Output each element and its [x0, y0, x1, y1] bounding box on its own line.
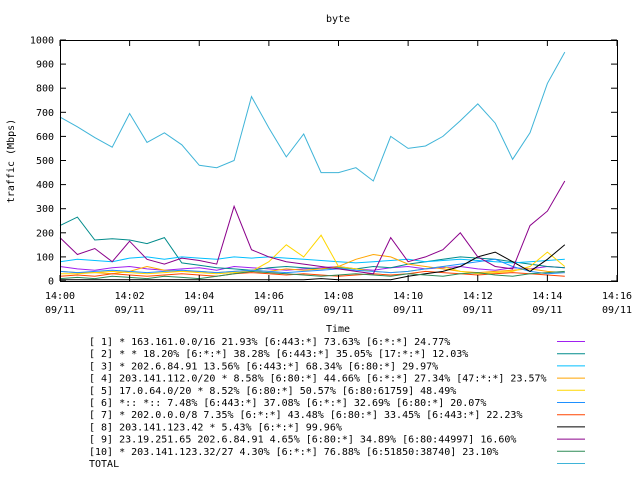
x-tick-label-time: 14:10	[393, 291, 423, 302]
legend-label: [ 2] * * 18.20% [6:*:*] 38.28% [6:443:*]…	[89, 349, 468, 360]
x-tick-label-time: 14:14	[532, 291, 562, 302]
legend-label: TOTAL	[89, 459, 119, 470]
series-line	[59, 51, 566, 182]
x-tick-label-time: 14:04	[184, 291, 214, 302]
legend-label: [ 8] 203.141.123.42 * 5.43% [6:*:*] 99.9…	[89, 422, 342, 433]
y-tick-label: 700	[36, 108, 54, 119]
y-tick-label: 900	[36, 60, 54, 71]
y-axis-label: traffic (Mbps)	[6, 119, 17, 203]
y-tick-label: 1000	[30, 36, 54, 47]
x-tick-label-time: 14:12	[463, 291, 493, 302]
chart-title: byte	[326, 14, 350, 25]
series-line	[59, 270, 565, 277]
x-axis-label: Time	[326, 324, 350, 335]
y-tick-label: 500	[36, 156, 54, 167]
y-tick-label: 0	[48, 277, 54, 288]
y-tick-label: 300	[36, 204, 54, 215]
x-tick-label-date: 09/11	[532, 305, 562, 316]
x-tick-label-time: 14:06	[254, 291, 284, 302]
series-line	[59, 270, 565, 280]
series-line	[59, 258, 565, 275]
x-tick-label-date: 09/11	[184, 305, 214, 316]
legend-label: [ 1] * 163.161.0.0/16 21.93% [6:443:*] 7…	[89, 337, 450, 348]
x-tick-label-date: 09/11	[45, 305, 75, 316]
series-line	[59, 180, 566, 275]
plot-frame	[60, 40, 618, 282]
x-tick-label-date: 09/11	[463, 305, 493, 316]
y-tick-label: 200	[36, 228, 54, 239]
x-tick-label-time: 14:16	[602, 291, 632, 302]
x-tick-label-time: 14:08	[323, 291, 353, 302]
x-tick-label-time: 14:02	[115, 291, 145, 302]
legend: [ 1] * 163.161.0.0/16 21.93% [6:443:*] 7…	[89, 337, 585, 470]
legend-label: [ 5] 17.0.64.0/20 * 8.52% [6:80:*] 50.57…	[89, 386, 456, 397]
legend-label: [ 4] 203.141.112.0/20 * 8.58% [6:80:*] 4…	[89, 374, 547, 385]
x-axis-ticks: 14:00 09/11 14:02 09/11 14:04 09/11 14:06 09/11…	[45, 40, 632, 316]
x-tick-label-date: 09/11	[602, 305, 632, 316]
y-axis-ticks: 0 100 200 300 400 500 600 700 800 900 1000	[30, 36, 617, 288]
x-tick-label-date: 09/11	[254, 305, 284, 316]
x-tick-label-date: 09/11	[323, 305, 353, 316]
legend-label: [ 7] * 202.0.0.0/8 7.35% [6:*:*] 43.48% …	[89, 410, 522, 421]
x-tick-label-time: 14:00	[45, 291, 75, 302]
series-line	[59, 216, 565, 271]
y-tick-label: 600	[36, 132, 54, 143]
series-line	[59, 253, 565, 275]
legend-label: [10] * 203.141.123.32/27 4.30% [6:*:*] 7…	[89, 447, 498, 458]
y-tick-label: 400	[36, 180, 54, 191]
x-tick-label-date: 09/11	[393, 305, 423, 316]
legend-label: [ 3] * 202.6.84.91 13.56% [6:443:*] 68.3…	[89, 361, 438, 372]
series-line	[60, 234, 566, 275]
series-line	[59, 256, 565, 264]
plot-lines	[59, 51, 566, 281]
y-tick-label: 800	[36, 84, 54, 95]
x-tick-label-date: 09/11	[115, 305, 145, 316]
y-tick-label: 100	[36, 252, 54, 263]
legend-label: [ 6] *:: *:: 7.48% [6:443:*] 37.08% [6:*…	[89, 398, 486, 409]
legend-label: [ 9] 23.19.251.65 202.6.84.91 4.65% [6:8…	[89, 435, 516, 446]
series-line	[60, 244, 566, 281]
